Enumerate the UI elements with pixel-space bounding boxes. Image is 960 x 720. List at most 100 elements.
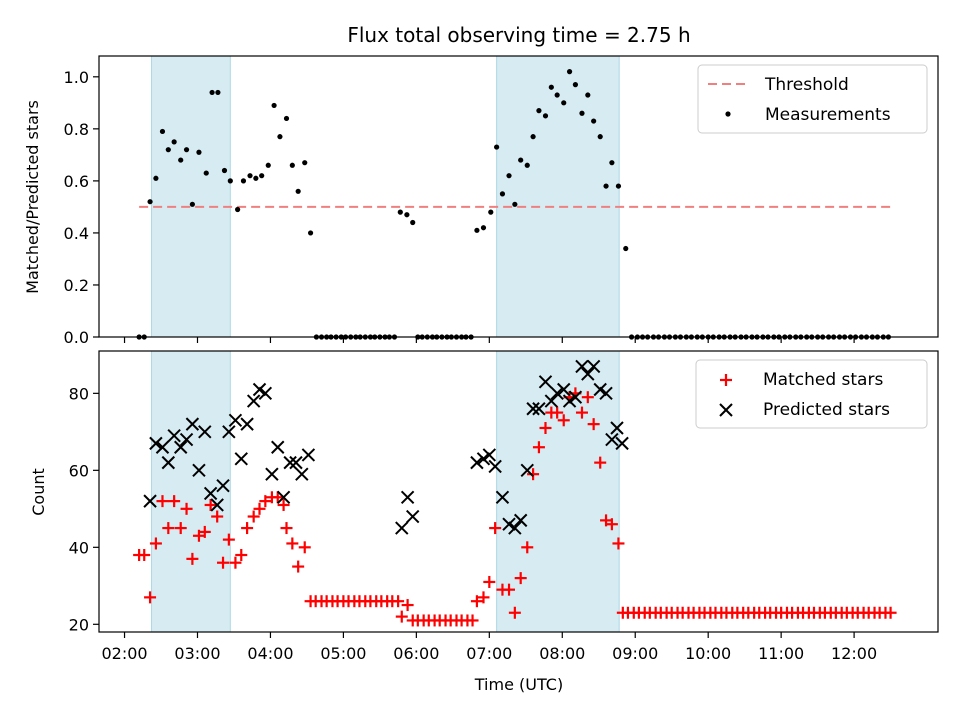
predicted-star-marker — [502, 517, 516, 531]
predicted-star-marker — [283, 455, 297, 470]
predicted-star-marker — [222, 425, 236, 439]
measurement-point — [265, 162, 271, 168]
shaded-interval-2 — [496, 55, 620, 338]
predicted-star-marker — [581, 367, 595, 381]
predicted-star-marker — [538, 375, 553, 389]
matched-star-marker — [605, 518, 618, 531]
measurement-point — [235, 206, 241, 213]
x-tick-label: 08:00 — [539, 644, 585, 663]
measurement-point — [283, 115, 290, 122]
y-tick-label: 0.8 — [64, 120, 89, 139]
measurement-point — [404, 212, 410, 218]
measurement-point — [295, 188, 301, 194]
measurement-point — [579, 110, 585, 116]
y-tick-label: 80 — [69, 384, 89, 403]
matched-star-marker — [186, 552, 199, 565]
measurement-point — [585, 92, 591, 98]
matched-star-marker — [253, 502, 266, 515]
measurement-point — [542, 113, 549, 119]
matched-star-marker — [174, 522, 187, 535]
predicted-star-marker — [174, 440, 188, 454]
predicted-star-marker — [586, 359, 601, 374]
bottom-axes-frame — [98, 350, 939, 633]
x-tick-label: 05:00 — [320, 644, 366, 663]
predicted-star-marker — [289, 455, 303, 470]
predicted-star-marker — [488, 459, 502, 474]
matched-star-marker — [247, 510, 260, 523]
predicted-star-markers — [143, 359, 629, 535]
predicted-star-marker — [508, 521, 522, 535]
measurement-point — [397, 209, 403, 215]
matched-star-marker — [138, 549, 151, 562]
matched-star-marker — [489, 522, 502, 535]
x-tick-label: 11:00 — [758, 644, 804, 663]
y-tick-label: 0.2 — [64, 276, 89, 295]
shaded-interval-1 — [151, 55, 231, 338]
y-tick-label: 1.0 — [64, 68, 89, 87]
measurement-point — [499, 191, 506, 197]
predicted-star-marker — [550, 386, 564, 401]
measurement-point — [561, 100, 567, 106]
x-tick-label: 06:00 — [393, 644, 439, 663]
predicted-star-marker — [276, 490, 291, 504]
measurement-point — [159, 128, 166, 135]
measurement-point — [253, 175, 259, 181]
predicted-star-marker — [240, 417, 254, 431]
legend-measurements-swatch — [725, 111, 731, 117]
x-tick-label: 07:00 — [466, 644, 512, 663]
matched-star-marker — [587, 418, 600, 431]
predicted-star-marker — [198, 425, 212, 439]
matched-star-marker — [466, 614, 479, 627]
matched-star-marker — [470, 595, 483, 608]
matched-star-marker — [392, 595, 405, 608]
predicted-star-marker — [295, 467, 309, 481]
y-tick-label: 0.6 — [64, 172, 89, 191]
measurement-point — [480, 225, 487, 231]
matched-star-marker — [539, 421, 552, 434]
predicted-star-marker — [395, 521, 409, 535]
measurement-point — [259, 173, 265, 179]
matched-star-marker — [168, 495, 181, 508]
matched-star-marker — [180, 502, 193, 515]
measurement-point — [603, 183, 609, 189]
matched-star-marker — [514, 572, 527, 585]
predicted-star-marker — [610, 421, 624, 435]
top-shaded-regions — [151, 55, 620, 338]
measurement-point — [554, 92, 560, 98]
matched-star-marker — [222, 533, 235, 546]
bottom-legend: Matched stars Predicted stars — [695, 359, 928, 429]
matched-star-marker — [477, 591, 490, 604]
x-axis-label: Time (UTC) — [474, 675, 563, 694]
measurement-point — [518, 157, 524, 163]
matched-star-marker — [551, 406, 564, 419]
predicted-star-marker — [562, 394, 577, 408]
measurement-point — [302, 160, 308, 166]
x-tick-label: 09:00 — [612, 644, 658, 663]
legend-threshold-label: Threshold — [764, 75, 849, 95]
top-y-ticks: 0.0 0.2 0.4 0.6 0.8 1.0 — [64, 68, 99, 347]
measurement-point — [183, 147, 190, 153]
predicted-star-marker — [482, 448, 497, 462]
predicted-star-marker — [167, 428, 181, 443]
matched-star-marker — [259, 495, 272, 508]
matched-star-marker — [286, 537, 299, 550]
matched-star-markers — [133, 387, 897, 627]
measurement-point — [289, 162, 295, 168]
matched-star-marker — [211, 510, 224, 523]
top-legend: Threshold Measurements — [697, 64, 928, 134]
measurement-point — [609, 160, 615, 166]
x-tick-label: 04:00 — [247, 644, 293, 663]
predicted-star-marker — [252, 382, 267, 397]
predicted-star-marker — [210, 498, 224, 512]
measurement-point — [221, 167, 228, 174]
measurement-point — [410, 219, 416, 226]
predicted-star-marker — [155, 440, 170, 454]
predicted-star-marker — [513, 513, 528, 528]
predicted-star-marker — [234, 452, 248, 466]
x-tick-label: 03:00 — [174, 644, 220, 663]
measurement-point — [524, 162, 530, 168]
predicted-star-marker — [470, 455, 484, 470]
matched-star-marker — [162, 522, 175, 535]
bottom-x-ticks: 02:00 03:00 04:00 05:00 06:00 07:00 08:00 09:00… — [101, 632, 877, 663]
predicted-star-marker — [615, 436, 629, 451]
